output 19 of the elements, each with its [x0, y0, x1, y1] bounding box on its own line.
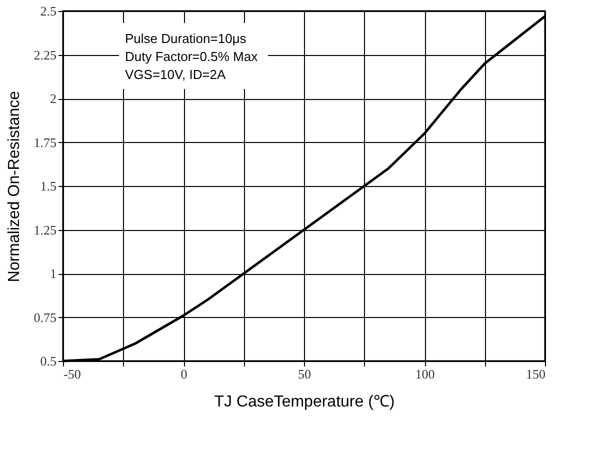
y-tick-label: 1.25: [34, 222, 56, 238]
annotation: VGS=10V, ID=2A: [125, 67, 226, 82]
y-tick-label: 0.5: [40, 354, 56, 368]
y-tick-label: 2.25: [34, 47, 56, 62]
x-tick-label: 150: [526, 366, 546, 382]
y-tick-label: 2.5: [40, 4, 56, 18]
x-tick-label: 50: [298, 366, 311, 382]
y-tick-label: 1.75: [34, 134, 56, 150]
x-tick-label: -50: [64, 366, 81, 382]
x-tick-label: 0: [180, 366, 188, 382]
x-axis-title: TJ CaseTemperature (℃): [214, 394, 395, 410]
y-axis-title: Normalized On-Resistance: [6, 90, 23, 282]
y-tick-label: 1.5: [40, 178, 56, 194]
annotation: Pulse Duration=10μs: [125, 31, 247, 46]
y-tick-label: 1: [50, 266, 56, 281]
y-tick-label: 2: [50, 91, 56, 106]
y-tick-label: 0.75: [34, 310, 56, 325]
x-tick-label: 100: [415, 366, 435, 382]
annotation: Duty Factor=0.5% Max: [125, 49, 258, 64]
